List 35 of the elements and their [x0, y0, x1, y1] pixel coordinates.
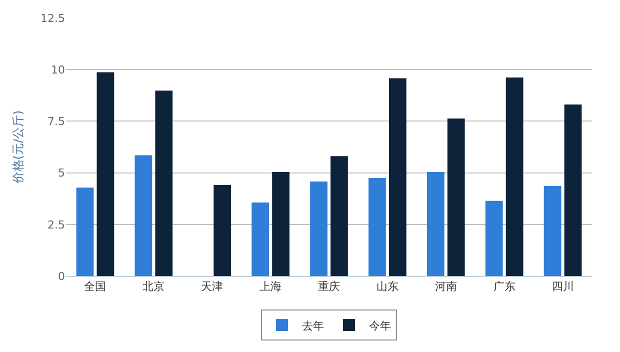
bar — [76, 188, 94, 276]
bar — [310, 181, 328, 276]
x-tick-label: 北京 — [142, 280, 165, 294]
bar — [272, 172, 290, 276]
x-tick-label: 重庆 — [318, 280, 340, 294]
x-tick-label: 广东 — [493, 280, 516, 294]
x-tick-label: 全国 — [84, 280, 106, 294]
x-tick-label: 上海 — [260, 280, 282, 294]
x-tick-label: 河南 — [434, 280, 457, 294]
bar — [214, 184, 232, 276]
bar — [447, 118, 465, 276]
bar — [252, 202, 270, 276]
bar — [506, 77, 524, 276]
y-tick-label: 2.5 — [48, 218, 65, 232]
bar — [368, 178, 386, 276]
bar — [426, 172, 444, 276]
legend-label: 今年 — [369, 319, 391, 332]
bar — [564, 104, 582, 276]
bar — [485, 200, 503, 276]
bar — [155, 90, 173, 276]
bar — [96, 72, 114, 276]
y-tick-label: 12.5 — [40, 12, 65, 25]
bar — [134, 155, 152, 276]
x-tick-label: 四川 — [552, 280, 574, 294]
y-tick-label: 10 — [51, 63, 65, 76]
y-axis-title: 价格(元/公斤) — [10, 110, 25, 185]
y-tick-label: 7.5 — [48, 115, 65, 128]
y-tick-label: 0 — [58, 270, 65, 283]
y-tick-label: 5 — [58, 166, 65, 180]
x-tick-label: 天津 — [201, 280, 224, 294]
bar — [330, 156, 348, 276]
legend-label: 去年 — [302, 319, 324, 332]
x-tick-label: 山东 — [376, 280, 398, 294]
bar — [388, 78, 406, 276]
bar — [544, 186, 562, 276]
